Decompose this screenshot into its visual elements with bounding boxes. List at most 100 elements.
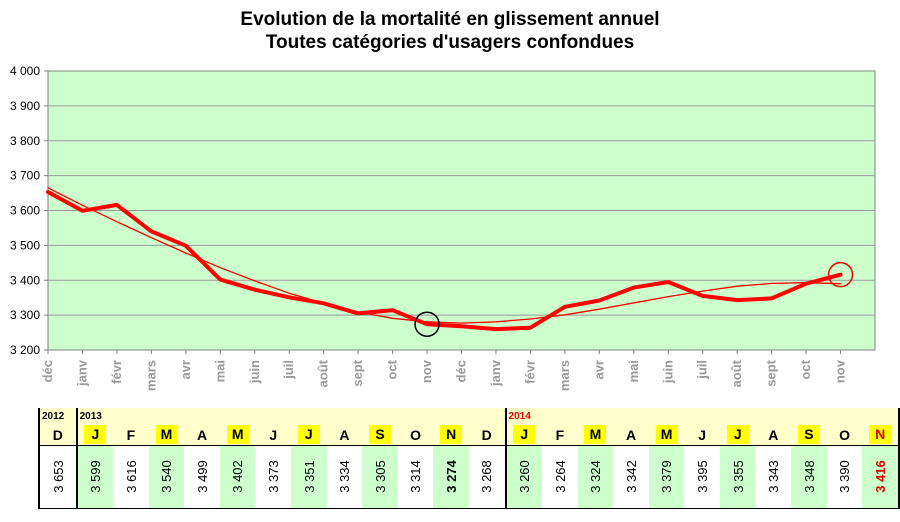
value-cell: 3 324 — [577, 445, 614, 509]
month-label: S — [368, 425, 391, 444]
x-tick-label: mars — [557, 360, 572, 391]
value-label: 3 402 — [230, 460, 246, 493]
value-label: 3 264 — [552, 460, 568, 493]
value-label: 3 416 — [872, 460, 888, 493]
year-cell — [577, 408, 614, 424]
value-cell: 3 395 — [684, 445, 720, 509]
chart-title: Evolution de la mortalité en glissement … — [0, 8, 900, 54]
x-tick-label: mars — [143, 360, 158, 391]
x-tick-label: nov — [833, 359, 848, 383]
year-cell — [219, 408, 256, 424]
mortality-line-chart: 3 200 3 300 3 400 3 500 3 600 3 700 3 800 3 900… — [10, 64, 876, 391]
title-line-1: Evolution de la mortalité en glissement … — [240, 9, 660, 30]
value-label: 3 540 — [159, 460, 175, 493]
month-cell: A — [755, 424, 792, 446]
month-label: D — [52, 426, 63, 443]
month-label: N — [869, 425, 892, 444]
y-tick-label: 3 300 — [10, 308, 40, 322]
month-label: S — [797, 425, 820, 444]
monthly-values-table: 2012 2013 2014 D J F M A M J J A S O N D J F M A M J J A S O N 3 … — [38, 408, 900, 509]
x-tick-label: mai — [626, 360, 641, 382]
value-cell: 3 268 — [468, 445, 506, 509]
year-cell — [433, 408, 469, 424]
value-label: 3 499 — [194, 460, 210, 493]
x-tick-label: juin — [660, 360, 675, 384]
value-label: 3 390 — [837, 460, 853, 493]
year-cell — [719, 408, 756, 424]
y-tick-label: 3 700 — [10, 169, 40, 183]
value-cell: 3 342 — [613, 445, 649, 509]
year-cell — [648, 408, 685, 424]
month-cell: N — [862, 424, 900, 446]
month-cell: S — [362, 424, 398, 446]
year-cell: 2012 — [38, 408, 77, 424]
y-tick-label: 4 000 — [10, 64, 40, 78]
month-label: J — [698, 426, 707, 443]
year-cell — [791, 408, 827, 424]
trend-line — [47, 187, 842, 324]
highlight-circle — [827, 261, 854, 288]
month-label: D — [481, 426, 492, 443]
value-label: 3 348 — [801, 460, 817, 493]
month-cell: M — [219, 424, 256, 446]
value-cell: 3 402 — [219, 445, 256, 509]
value-label: 3 355 — [730, 460, 746, 493]
value-label: 3 653 — [50, 460, 66, 493]
value-cell: 3 616 — [113, 445, 149, 509]
month-label: F — [126, 426, 136, 443]
year-cell — [468, 408, 506, 424]
title-line-2: Toutes catégories d'usagers confondues — [265, 32, 635, 53]
year-cell — [362, 408, 398, 424]
x-tick-label: août — [316, 359, 331, 387]
year-cell — [291, 408, 327, 424]
month-label: A — [339, 426, 350, 443]
month-cell: A — [613, 424, 649, 446]
x-tick-label: sept — [350, 359, 365, 386]
x-tick-label: sept — [764, 359, 779, 386]
month-cell: O — [397, 424, 434, 446]
year-cell — [184, 408, 220, 424]
x-tick-label: avr — [178, 360, 193, 380]
y-tick-label: 3 800 — [10, 134, 40, 148]
x-tick-label: déc — [454, 360, 469, 382]
month-label: M — [655, 425, 678, 444]
value-cell: 3 416 — [862, 445, 900, 509]
value-cell: 3 540 — [148, 445, 185, 509]
x-tick-label: oct — [798, 359, 813, 379]
x-tick-label: juil — [281, 360, 296, 380]
x-tick-label: juin — [247, 360, 262, 384]
year-cell: 2014 — [504, 408, 543, 424]
year-cell — [397, 408, 434, 424]
value-cell: 3 599 — [75, 445, 114, 509]
value-cell: 3 305 — [362, 445, 398, 509]
month-label: M — [155, 425, 178, 444]
month-label: M — [584, 425, 607, 444]
value-label: 3 373 — [265, 460, 281, 493]
month-cell: J — [255, 424, 292, 446]
year-cell — [862, 408, 900, 424]
value-cell: 3 343 — [755, 445, 792, 509]
value-label: 3 343 — [765, 460, 781, 493]
x-tick-label: janv — [488, 359, 503, 387]
month-cell: J — [719, 424, 756, 446]
year-cell — [755, 408, 792, 424]
month-cell: O — [826, 424, 863, 446]
month-label: A — [768, 426, 779, 443]
value-label: 3 274 — [443, 460, 459, 493]
x-tick-label: avr — [591, 360, 606, 380]
x-tick-label: nov — [419, 359, 434, 383]
month-label: J — [269, 426, 278, 443]
year-cell — [255, 408, 292, 424]
value-cell: 3 390 — [826, 445, 863, 509]
month-label: J — [726, 425, 749, 444]
year-cell — [542, 408, 578, 424]
value-label: 3 379 — [659, 460, 675, 493]
value-cell: 3 379 — [648, 445, 685, 509]
month-label: A — [625, 426, 637, 443]
x-tick-label: févr — [522, 360, 537, 384]
value-cell: 3 499 — [184, 445, 220, 509]
month-label: N — [440, 425, 463, 444]
month-cell: F — [113, 424, 149, 446]
x-tick-label: oct — [385, 359, 400, 379]
